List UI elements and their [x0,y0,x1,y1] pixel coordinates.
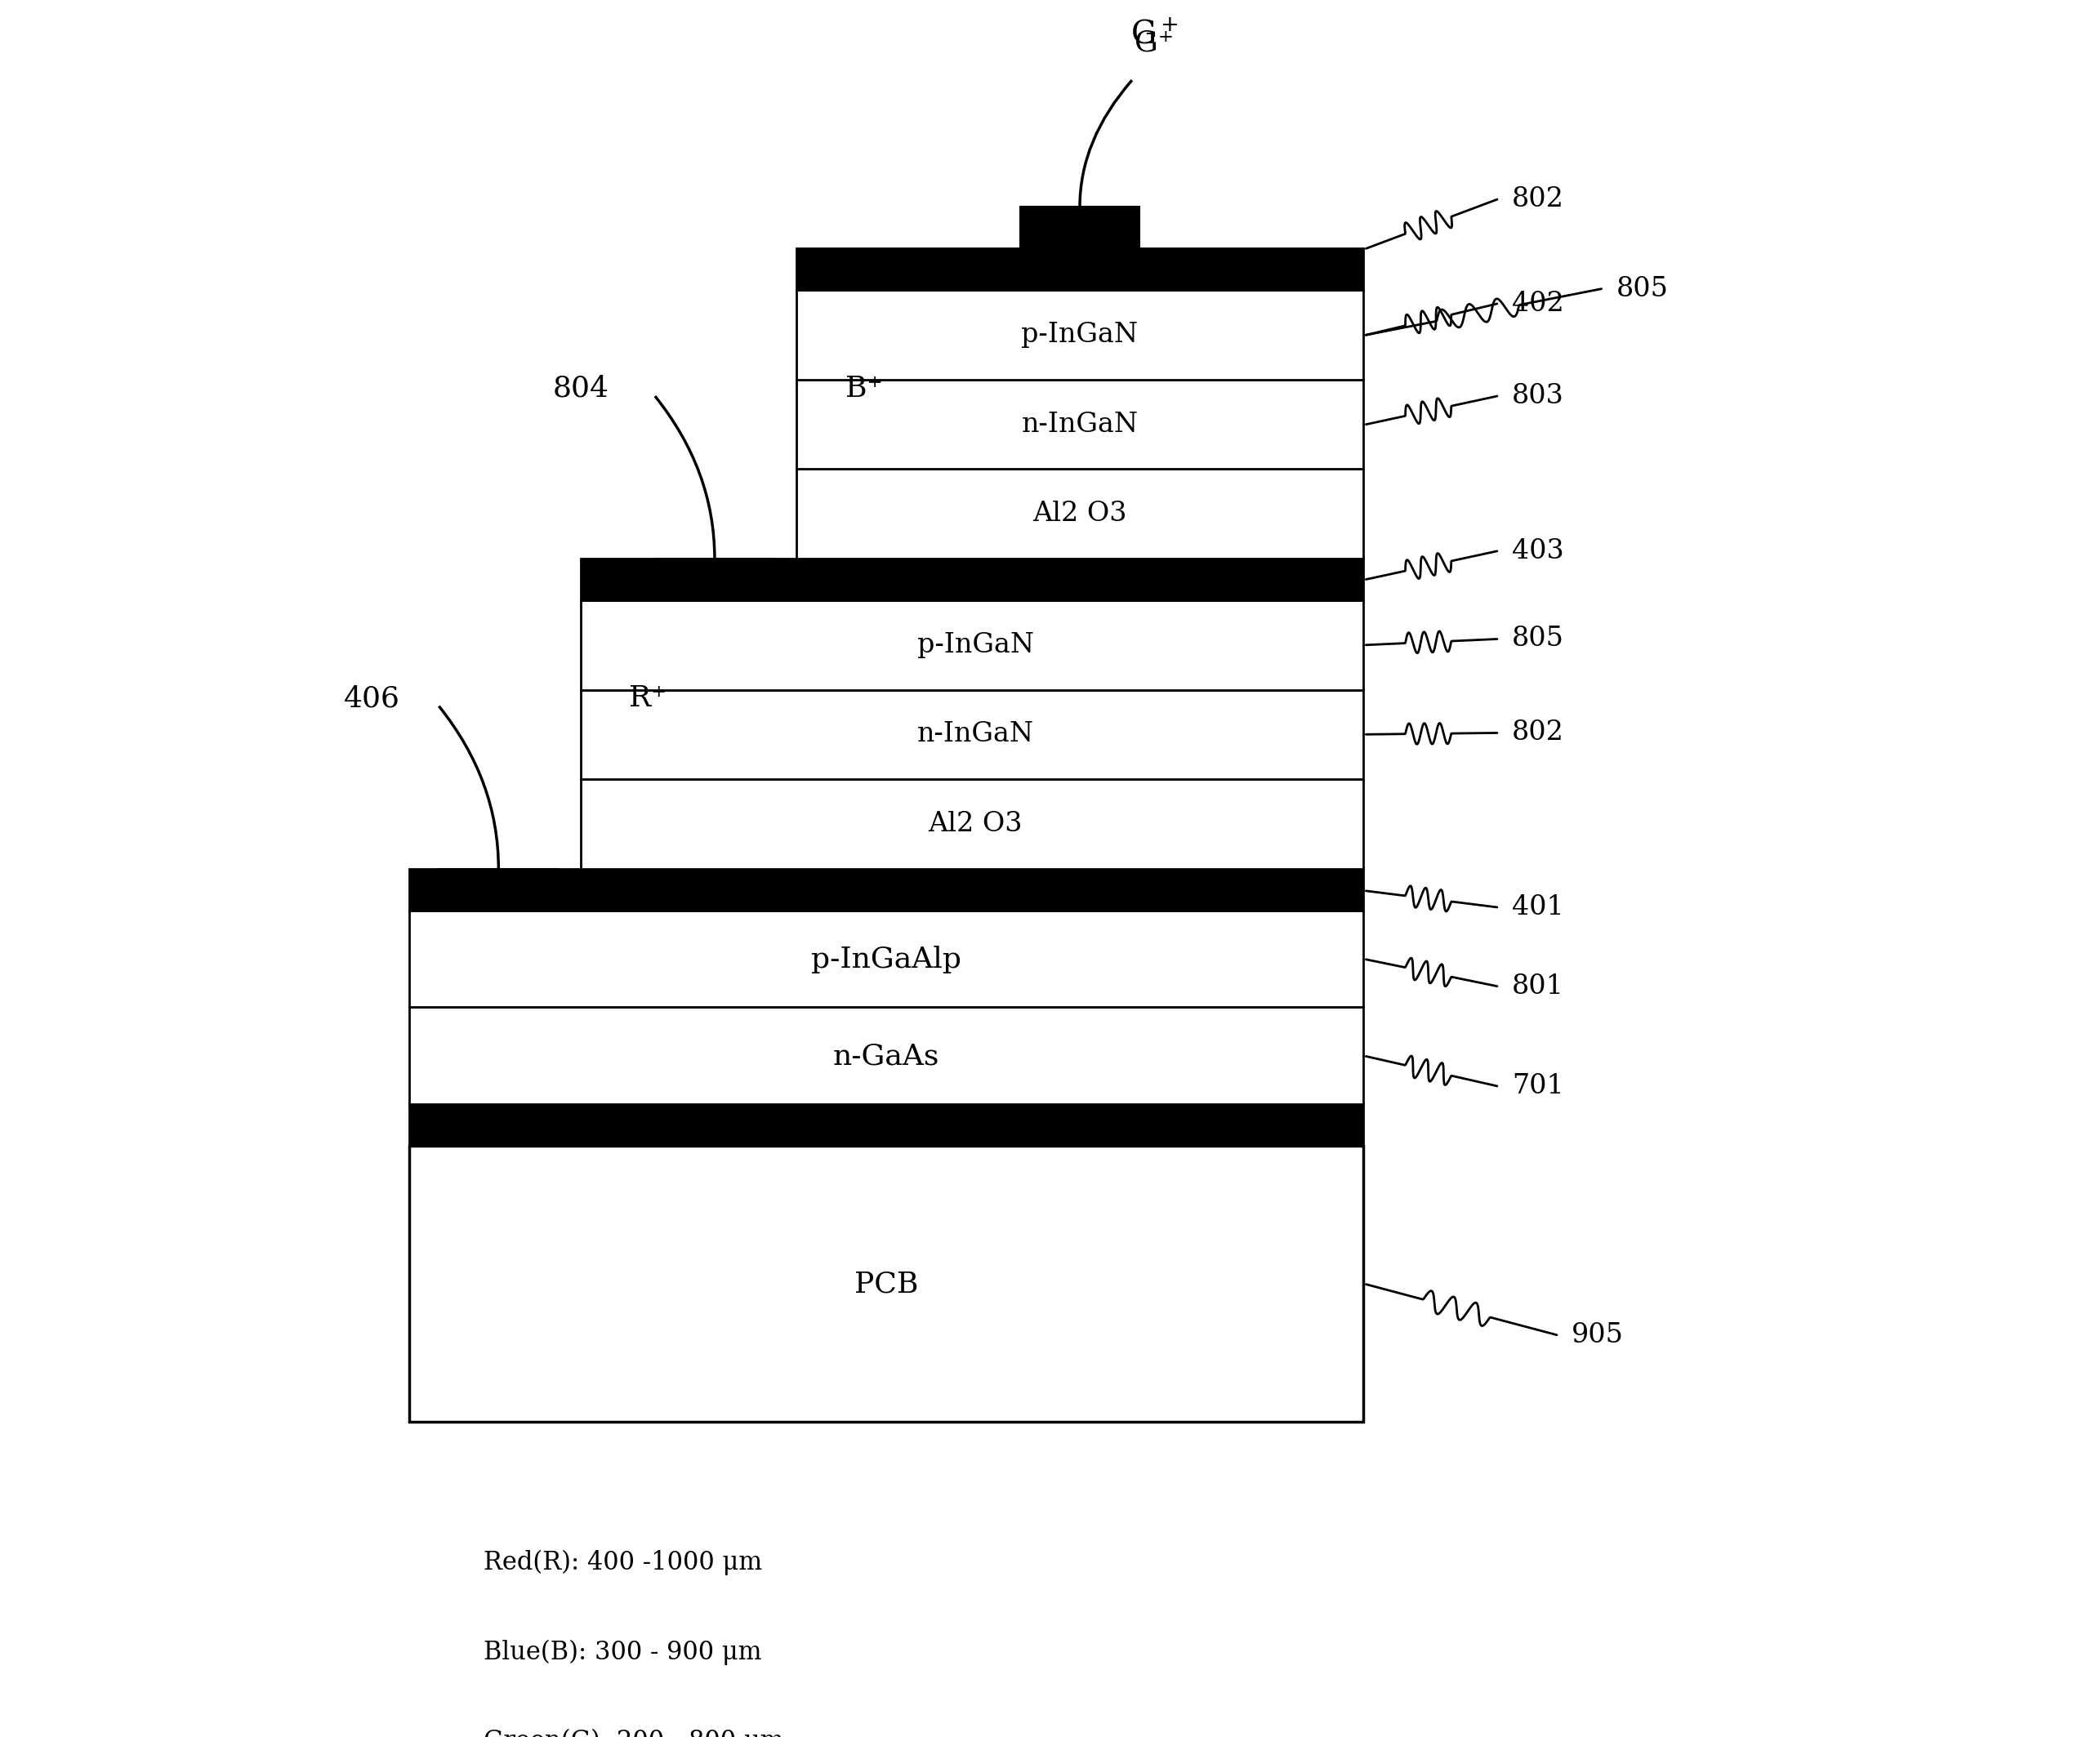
Text: 802: 802 [1512,719,1564,745]
Text: 804: 804 [552,375,609,403]
Bar [410,1146,1363,1421]
Bar [410,1105,1363,1146]
Text: n-GaAs: n-GaAs [834,1042,939,1070]
Text: Green(G): 200 - 800 μm: Green(G): 200 - 800 μm [483,1728,783,1737]
Text: 402: 402 [1512,290,1564,316]
Bar [580,559,1363,601]
Text: 701: 701 [1512,1073,1564,1100]
Text: Red(R): 400 -1000 μm: Red(R): 400 -1000 μm [483,1549,762,1575]
Bar [1021,207,1140,248]
Bar [580,601,1363,690]
Text: 401: 401 [1512,895,1564,921]
Text: 905: 905 [1571,1322,1623,1348]
Text: R⁺: R⁺ [628,684,666,712]
Text: Blue(B): 300 - 900 μm: Blue(B): 300 - 900 μm [483,1640,762,1666]
Bar [796,380,1363,469]
Text: n-InGaN: n-InGaN [918,721,1033,747]
Text: 403: 403 [1512,538,1564,565]
Bar [410,1007,1363,1105]
Bar [655,559,775,601]
Text: 805: 805 [1512,625,1564,651]
Text: Al2 O3: Al2 O3 [928,811,1023,837]
Text: n-InGaN: n-InGaN [1021,412,1138,438]
Text: G$^+$: G$^+$ [1130,21,1178,50]
Bar [439,868,559,910]
Bar [410,868,1363,910]
Text: PCB: PCB [855,1270,918,1298]
Text: Al2 O3: Al2 O3 [1033,500,1128,526]
Text: 803: 803 [1512,384,1564,410]
Bar [796,248,1363,290]
Text: 805: 805 [1617,276,1670,302]
Bar [580,780,1363,868]
Text: p-InGaN: p-InGaN [918,632,1033,658]
Text: 406: 406 [344,684,399,712]
Text: 802: 802 [1512,186,1564,212]
Bar [580,690,1363,780]
Text: B⁺: B⁺ [844,375,882,403]
Bar [796,469,1363,559]
Text: p-InGaAlp: p-InGaAlp [811,945,962,973]
Bar [410,910,1363,1007]
Text: G⁺: G⁺ [1134,30,1174,57]
Text: 801: 801 [1512,973,1564,999]
Bar [796,290,1363,380]
Text: p-InGaN: p-InGaN [1021,321,1138,347]
